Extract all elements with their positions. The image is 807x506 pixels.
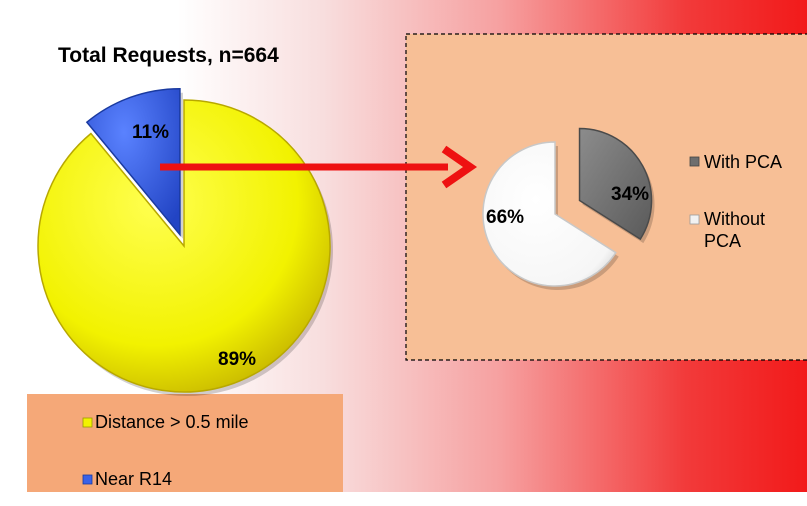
data-label-distance: 89% xyxy=(218,349,256,370)
pie-slice-distance-0-5-mile xyxy=(37,99,331,393)
data-label-with-pca: 34% xyxy=(611,184,649,205)
main-pie xyxy=(37,87,334,396)
data-label-without-pca: 66% xyxy=(486,207,524,228)
legend-label-without-pca: Without PCA xyxy=(704,209,770,251)
connector-arrow xyxy=(160,145,478,189)
sub-pie xyxy=(482,127,655,290)
pie-slice-with-pca xyxy=(578,127,653,241)
legend-swatch-near-r14 xyxy=(82,474,93,485)
main-legend: Distance > 0.5 mile Near R14 xyxy=(82,412,249,489)
legend-swatch-with-pca xyxy=(689,156,700,167)
pie-slice-near-r14 xyxy=(85,87,181,237)
legend-swatch-without-pca xyxy=(689,214,700,225)
legend-box xyxy=(27,394,343,506)
legend-swatch-distance xyxy=(82,417,93,428)
sub-legend: With PCA Without PCA xyxy=(689,152,782,251)
legend-label-with-pca: With PCA xyxy=(704,152,782,172)
data-label-near-r14: 11% xyxy=(132,122,169,143)
legend-label-distance: Distance > 0.5 mile xyxy=(95,412,249,432)
chart-title: Total Requests, n=664 xyxy=(58,44,279,67)
legend-label-near-r14: Near R14 xyxy=(95,469,172,489)
pie-slice-without-pca xyxy=(482,141,617,287)
